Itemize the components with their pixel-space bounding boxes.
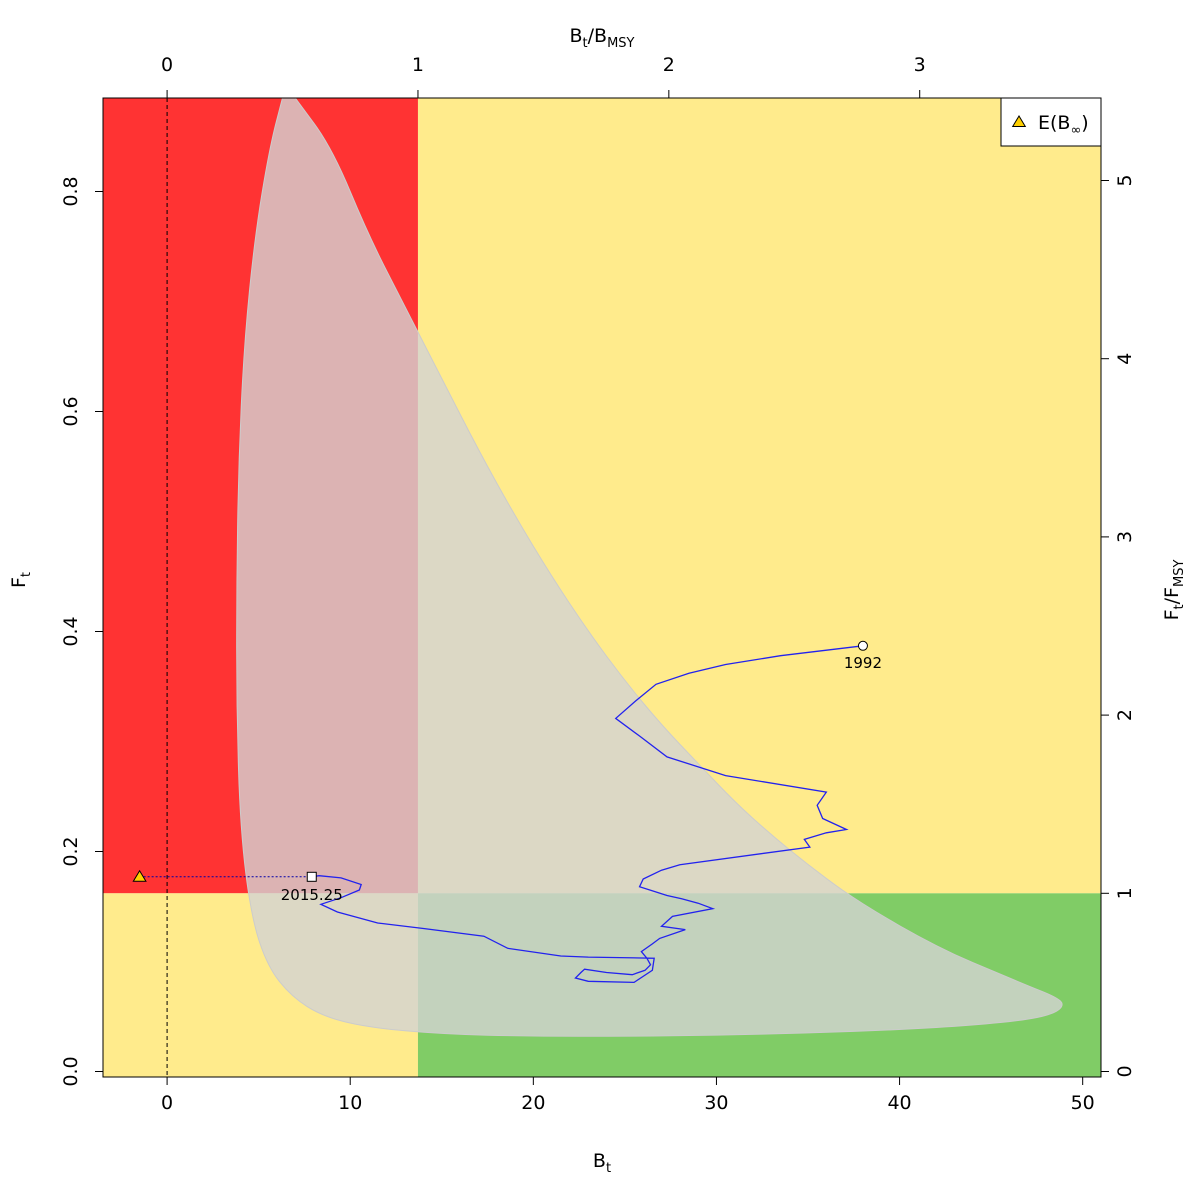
biomass-f-trajectory	[311, 645, 864, 984]
x-axis-title: Bt	[593, 1150, 611, 1176]
legend-e-binf-label: E(B∞)	[1038, 112, 1089, 138]
x-top-tick-label: 1	[412, 54, 424, 76]
x-tick-label: 30	[704, 1092, 728, 1114]
x-tick-label: 40	[887, 1092, 911, 1114]
x-axis-top-title: Bt/BMSY	[569, 25, 634, 51]
legend-e-binf-marker	[1011, 115, 1027, 127]
trajectory-start-point	[857, 640, 868, 651]
legend: E(B∞)	[1000, 97, 1102, 147]
y-right-tick-label: 2	[1114, 709, 1136, 721]
y-axis-right: 0 1 2 3 4 5	[1100, 174, 1136, 1078]
x-top-tick-label: 3	[914, 54, 926, 76]
y-right-tick-label: 5	[1114, 174, 1136, 186]
x-axis-bottom: 0 10 20 30 40 50	[161, 1076, 1095, 1114]
x-tick-label: 20	[521, 1092, 545, 1114]
y-right-tick-label: 4	[1114, 353, 1136, 365]
x-tick-label: 0	[161, 1092, 173, 1114]
confidence-region	[236, 98, 1063, 1037]
x-axis-top: 0 1 2 3	[161, 54, 926, 99]
end-year-label: 2015.25	[281, 886, 343, 904]
x-tick-label: 10	[338, 1092, 362, 1114]
y-right-tick-label: 3	[1114, 531, 1136, 543]
e-binf-marker	[132, 869, 147, 882]
y-right-tick-label: 1	[1114, 887, 1136, 899]
y-tick-label: 0.8	[60, 176, 82, 206]
start-year-label: 1992	[844, 654, 882, 672]
legend-box	[1000, 97, 1102, 147]
x-top-tick-label: 0	[161, 54, 173, 76]
y-right-tick-label: 0	[1114, 1065, 1136, 1077]
y-tick-label: 0.2	[60, 836, 82, 866]
y-axis-left: 0.0 0.2 0.4 0.6 0.8	[60, 176, 104, 1087]
y-tick-label: 0.6	[60, 396, 82, 426]
x-tick-label: 50	[1071, 1092, 1095, 1114]
trajectory-end-point	[306, 871, 317, 882]
y-tick-label: 0.4	[60, 616, 82, 646]
y-tick-label: 0.0	[60, 1056, 82, 1086]
y-axis-right-title: Ft/FMSY	[1161, 560, 1187, 621]
x-top-tick-label: 2	[663, 54, 675, 76]
y-axis-title: Ft	[8, 572, 34, 588]
